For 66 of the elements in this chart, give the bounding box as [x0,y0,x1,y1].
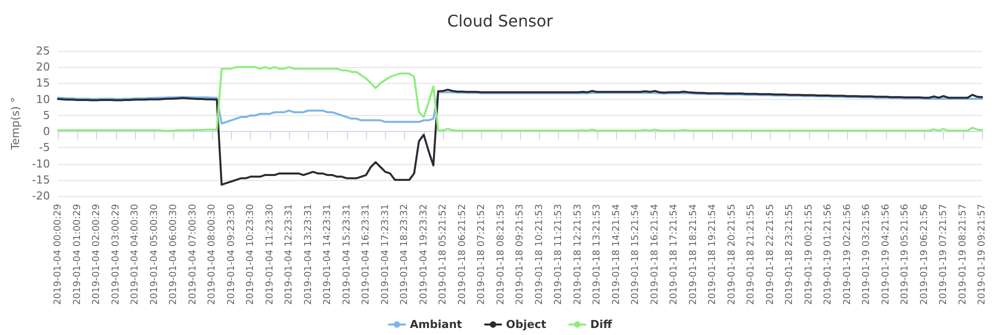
x-tick-label: 2019-01-04 12:23:31 [284,204,294,305]
x-tick-label: 2019-01-19 01:21:56 [822,204,834,305]
y-tick-label: -15 [32,173,50,186]
x-tick-label: 2019-01-18 22:21:55 [764,204,776,305]
legend-label: Object [506,318,546,331]
x-tick-label: 2019-01-19 03:21:56 [861,204,872,305]
x-tick-label: 2019-01-04 13:23:31 [302,204,314,305]
y-tick-label: -20 [32,190,50,202]
x-tick-label: 2019-01-18 10:21:53 [534,204,545,305]
x-tick-label: 2019-01-04 07:00:30 [187,204,198,305]
x-tick-label: 2019-01-18 21:21:55 [746,204,756,305]
x-tick-label: 2019-01-19 07:21:57 [938,204,949,305]
x-tick-label: 2019-01-19 00:21:55 [803,204,814,305]
x-tick-label: 2019-01-04 02:00:29 [91,204,102,305]
x-tick-label: 2019-01-04 08:00:30 [206,204,218,305]
x-tick-label: 2019-01-19 08:21:57 [957,204,968,305]
x-tick-label: 2019-01-04 17:23:31 [380,204,391,305]
legend-label: Diff [590,318,612,331]
x-tick-label: 2019-01-18 07:21:52 [476,204,487,305]
x-tick-label: 2019-01-18 12:21:53 [572,204,584,305]
x-tick-label: 2019-01-18 08:21:53 [495,204,506,305]
x-tick-label: 2019-01-04 18:23:32 [399,204,410,305]
x-tick-label: 2019-01-18 17:21:54 [668,204,680,305]
x-tick-label: 2019-01-18 23:21:55 [784,204,795,305]
x-tick-label: 2019-01-18 05:21:52 [438,204,448,305]
y-tick-label: -10 [32,157,50,170]
line-series [57,91,983,124]
x-tick-label: 2019-01-04 09:23:30 [226,204,237,305]
y-tick-label: -5 [39,141,50,154]
chart-title: Cloud Sensor [447,12,554,30]
y-tick-label: 0 [43,125,50,138]
x-tick-label: 2019-01-19 09:21:57 [976,204,988,305]
x-tick-label: 2019-01-18 14:21:54 [610,204,622,305]
y-axis-title: Temp(s) ° [9,97,22,151]
x-tick-label: 2019-01-19 05:21:56 [900,204,910,305]
x-tick-label: 2019-01-19 06:21:56 [918,204,930,305]
x-tick-label: 2019-01-04 03:00:29 [110,204,122,305]
x-tick-label: 2019-01-18 16:21:54 [649,204,660,305]
x-tick-label: 2019-01-18 19:21:54 [707,204,718,305]
x-tick-label: 2019-01-04 04:00:30 [130,204,140,305]
x-tick-label: 2019-01-04 10:23:30 [245,204,256,305]
x-tick-label: 2019-01-18 15:21:54 [630,204,641,305]
x-tick-label: 2019-01-04 15:23:31 [341,204,352,305]
x-tick-label: 2019-01-18 06:21:52 [456,204,468,305]
y-tick-label: 20 [36,60,50,74]
x-tick-label: 2019-01-04 11:23:30 [264,204,276,305]
x-tick-label: 2019-01-04 01:00:29 [72,204,83,305]
y-tick-label: 15 [36,76,50,90]
x-tick-label: 2019-01-04 06:00:30 [168,204,179,305]
line-series [57,88,983,186]
x-tick-label: 2019-01-04 16:23:31 [360,204,372,305]
y-tick-label: 10 [36,92,50,106]
x-tick-label: 2019-01-19 04:21:56 [880,204,892,305]
y-tick-label: 25 [36,44,50,58]
x-tick-label: 2019-01-04 19:23:32 [418,204,430,305]
x-tick-label: 2019-01-18 18:21:54 [688,204,699,305]
x-tick-label: 2019-01-04 05:00:30 [148,204,160,305]
y-tick-label: 5 [43,108,50,122]
legend-label: Ambiant [410,318,462,331]
x-tick-label: 2019-01-19 02:21:56 [842,204,853,305]
x-tick-label: 2019-01-18 13:21:53 [592,204,602,305]
x-tick-label: 2019-01-18 11:21:53 [553,204,564,305]
x-tick-label: 2019-01-18 09:21:53 [514,204,526,305]
x-tick-label: 2019-01-04 00:00:29 [52,204,64,305]
x-tick-label: 2019-01-18 20:21:55 [726,204,738,305]
x-tick-label: 2019-01-04 14:23:31 [322,204,333,305]
